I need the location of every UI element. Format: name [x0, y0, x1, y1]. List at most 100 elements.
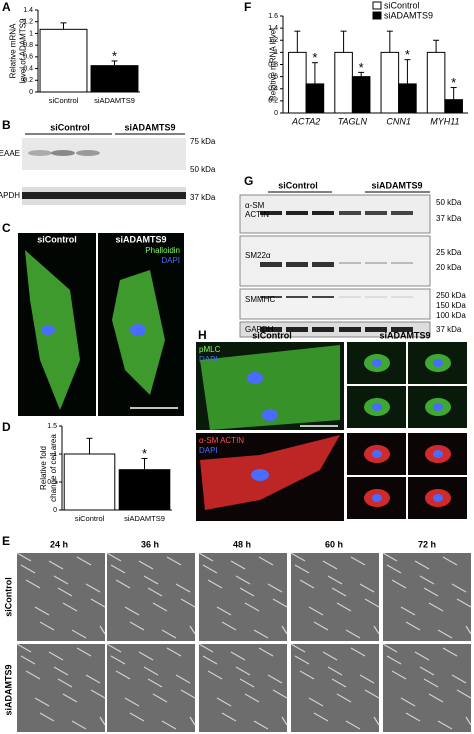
- cell-streak: [189, 625, 196, 635]
- cell-streak: [129, 621, 145, 631]
- cell-streak: [235, 666, 251, 676]
- cell-streak: [437, 720, 453, 730]
- micrograph: [17, 644, 105, 732]
- marker-label: 37 kDa: [436, 214, 462, 223]
- cell-streak: [189, 716, 196, 726]
- blot-band: [260, 327, 282, 332]
- cell-streak: [85, 674, 101, 684]
- x-tick-label: siControl: [75, 514, 105, 523]
- column-label: siControl: [278, 180, 318, 190]
- cell-streak: [175, 674, 191, 684]
- blot-band: [391, 262, 413, 264]
- y-tick-label: 0.5: [47, 479, 57, 486]
- cell-streak: [34, 697, 50, 707]
- blot-band: [339, 296, 361, 298]
- cell-streak: [465, 625, 472, 635]
- y-tick-label: 1.6: [268, 13, 278, 20]
- x-tick-label: CNN1: [386, 116, 411, 126]
- cell-streak: [391, 579, 407, 589]
- blot-band: [365, 296, 387, 298]
- cell-streak: [364, 689, 380, 699]
- bar: [118, 469, 171, 511]
- y-tick-label: 1: [53, 451, 57, 458]
- row-label: SMMHC: [245, 295, 275, 304]
- significance: *: [405, 47, 410, 62]
- nucleus: [433, 494, 443, 502]
- cell-streak: [198, 552, 214, 562]
- cell-streak: [322, 560, 338, 570]
- cell-streak: [373, 716, 380, 726]
- panel-label: D: [2, 420, 11, 434]
- cell-streak: [391, 670, 407, 680]
- nucleus: [433, 450, 443, 458]
- bar: [380, 51, 400, 114]
- blot-band: [365, 262, 387, 264]
- blot-band: [391, 211, 413, 215]
- y-axis-label: change of cell area: [49, 434, 58, 502]
- cell-streak: [71, 629, 87, 639]
- cell-streak: [235, 575, 251, 585]
- cell-streak: [258, 647, 274, 657]
- panel-label: B: [2, 118, 11, 132]
- cell-streak: [106, 552, 122, 562]
- cell-streak: [230, 651, 246, 661]
- cell-streak: [57, 587, 73, 597]
- blot: [239, 288, 431, 320]
- row-label: siADAMTS9: [3, 664, 13, 715]
- cell-streak: [308, 606, 324, 616]
- cell-streak: [327, 575, 343, 585]
- cell-streak: [281, 625, 288, 635]
- cell-streak: [359, 674, 375, 684]
- marker-label: 150 kDa: [436, 301, 466, 310]
- row-label: DPEAAE: [0, 149, 20, 158]
- significance: *: [142, 446, 147, 461]
- cell-streak: [373, 625, 380, 635]
- blot-band: [365, 327, 387, 332]
- blot-band: [312, 327, 334, 332]
- cell-streak: [53, 575, 69, 585]
- nucleus: [130, 324, 146, 336]
- cell-streak: [364, 598, 380, 608]
- cell-streak: [414, 651, 430, 661]
- blot-band: [391, 296, 413, 298]
- cell-streak: [62, 602, 78, 612]
- cell-streak: [180, 598, 196, 608]
- y-tick-label: 0.4: [268, 86, 278, 93]
- cell-streak: [437, 629, 453, 639]
- cell-streak: [16, 552, 32, 562]
- cell-streak: [331, 678, 347, 688]
- cell-streak: [25, 670, 41, 680]
- cell-streak: [48, 560, 64, 570]
- micrograph: [291, 553, 379, 641]
- cell-streak: [147, 678, 163, 688]
- time-label: 24 h: [50, 539, 68, 549]
- marker-label: 75 kDa: [190, 137, 216, 146]
- cell-streak: [99, 625, 106, 635]
- bar: [426, 51, 446, 114]
- cell-streak: [345, 629, 361, 639]
- micrograph: [199, 553, 287, 641]
- cell-streak: [106, 643, 122, 653]
- time-label: 72 h: [418, 539, 436, 549]
- y-tick-label: 1: [29, 30, 33, 37]
- cell-streak: [267, 674, 283, 684]
- cell-streak: [442, 647, 458, 657]
- cell-streak: [62, 693, 78, 703]
- stain-label: Phalloidin: [145, 246, 180, 255]
- legend-label: siControl: [384, 0, 420, 10]
- column-label: siADAMTS9: [379, 330, 430, 340]
- row-label: siControl: [3, 577, 13, 617]
- x-tick-label: siADAMTS9: [124, 514, 165, 523]
- blot-bands: [260, 211, 413, 332]
- cell-streak: [281, 716, 288, 726]
- blot: [239, 235, 431, 287]
- blot: [239, 321, 431, 338]
- blot-band: [365, 211, 387, 215]
- micrograph: [383, 553, 471, 641]
- column-label: siADAMTS9: [371, 180, 422, 190]
- cell-streak: [25, 579, 41, 589]
- nucleus: [247, 372, 263, 384]
- cell-streak: [53, 666, 69, 676]
- stain-label: pMLC: [199, 345, 221, 354]
